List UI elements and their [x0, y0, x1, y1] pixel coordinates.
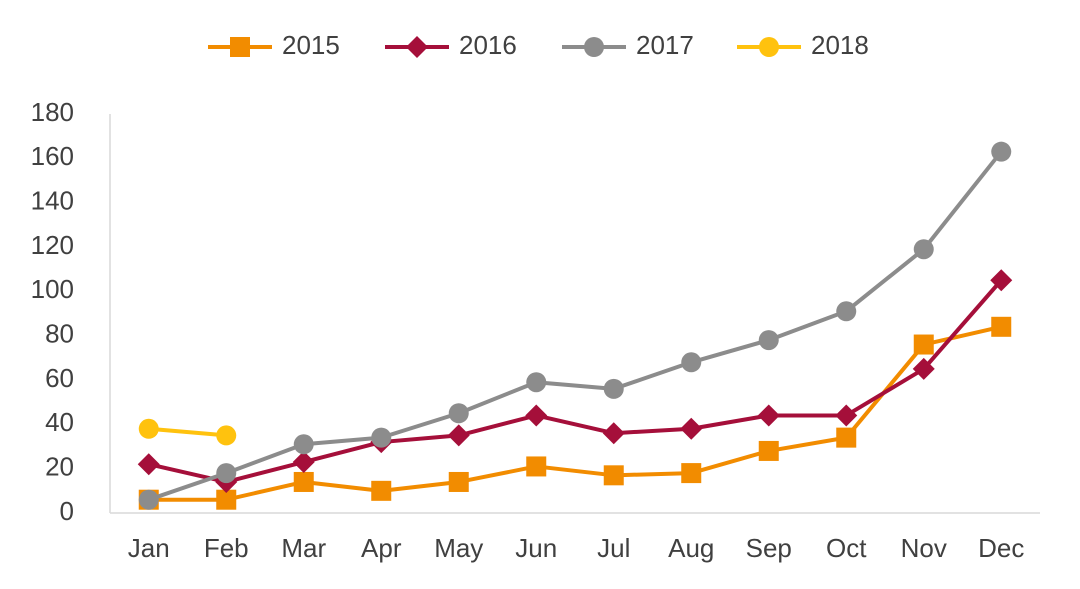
- x-tick-label: Mar: [281, 533, 326, 563]
- data-point: [138, 489, 159, 510]
- y-tick-label: 100: [31, 274, 74, 304]
- data-point: [913, 334, 934, 355]
- data-point: [680, 417, 703, 440]
- x-tick-label: Feb: [204, 533, 249, 563]
- series-line: [148, 426, 227, 438]
- data-point: [681, 352, 702, 373]
- legend-label: 2015: [282, 30, 340, 60]
- x-tick-label: Apr: [361, 533, 402, 563]
- data-point: [990, 269, 1013, 292]
- legend-marker: [230, 37, 250, 57]
- data-point: [137, 453, 160, 476]
- x-tick-label: Aug: [668, 533, 714, 563]
- data-point: [757, 404, 780, 427]
- data-point: [758, 330, 779, 351]
- y-tick-label: 120: [31, 230, 74, 260]
- legend-label: 2017: [636, 30, 694, 60]
- legend-label: 2018: [811, 30, 869, 60]
- data-point: [371, 480, 392, 501]
- y-tick-label: 80: [45, 319, 74, 349]
- data-point: [525, 404, 548, 427]
- y-tick-label: 140: [31, 186, 74, 216]
- legend-marker: [406, 36, 428, 58]
- data-point: [216, 489, 237, 510]
- y-tick-label: 20: [45, 452, 74, 482]
- y-tick-label: 160: [31, 141, 74, 171]
- x-tick-label: Jan: [128, 533, 170, 563]
- data-point: [912, 357, 935, 380]
- series-line: [148, 324, 1002, 502]
- data-point: [293, 434, 314, 455]
- x-tick-label: Sep: [746, 533, 792, 563]
- data-point: [681, 463, 702, 484]
- y-tick-label: 180: [31, 97, 74, 127]
- data-point: [758, 440, 779, 461]
- data-point: [991, 141, 1012, 162]
- x-tick-label: Jul: [597, 533, 630, 563]
- y-tick-label: 60: [45, 363, 74, 393]
- series-line: [148, 278, 1003, 484]
- data-point: [602, 422, 625, 445]
- x-tick-label: Nov: [901, 533, 947, 563]
- data-point: [292, 451, 315, 474]
- data-point: [603, 465, 624, 486]
- data-point: [293, 471, 314, 492]
- data-point: [216, 425, 237, 446]
- legend-label: 2016: [459, 30, 517, 60]
- x-tick-label: Dec: [978, 533, 1024, 563]
- y-tick-label: 40: [45, 407, 74, 437]
- data-point: [448, 471, 469, 492]
- data-point: [836, 301, 857, 322]
- data-point: [913, 239, 934, 260]
- x-tick-label: May: [434, 533, 483, 563]
- data-point: [448, 403, 469, 424]
- data-point: [447, 424, 470, 447]
- data-point: [835, 404, 858, 427]
- data-point: [526, 456, 547, 477]
- data-point: [216, 463, 237, 484]
- series-line: [148, 150, 1003, 502]
- x-tick-label: Oct: [826, 533, 867, 563]
- legend-marker: [584, 37, 604, 57]
- data-point: [526, 372, 547, 393]
- y-tick-label: 0: [60, 496, 74, 526]
- legend-marker: [759, 37, 779, 57]
- data-point: [138, 418, 159, 439]
- data-point: [371, 427, 392, 448]
- data-point: [991, 316, 1012, 337]
- data-point: [603, 378, 624, 399]
- x-tick-label: Jun: [515, 533, 557, 563]
- data-point: [836, 427, 857, 448]
